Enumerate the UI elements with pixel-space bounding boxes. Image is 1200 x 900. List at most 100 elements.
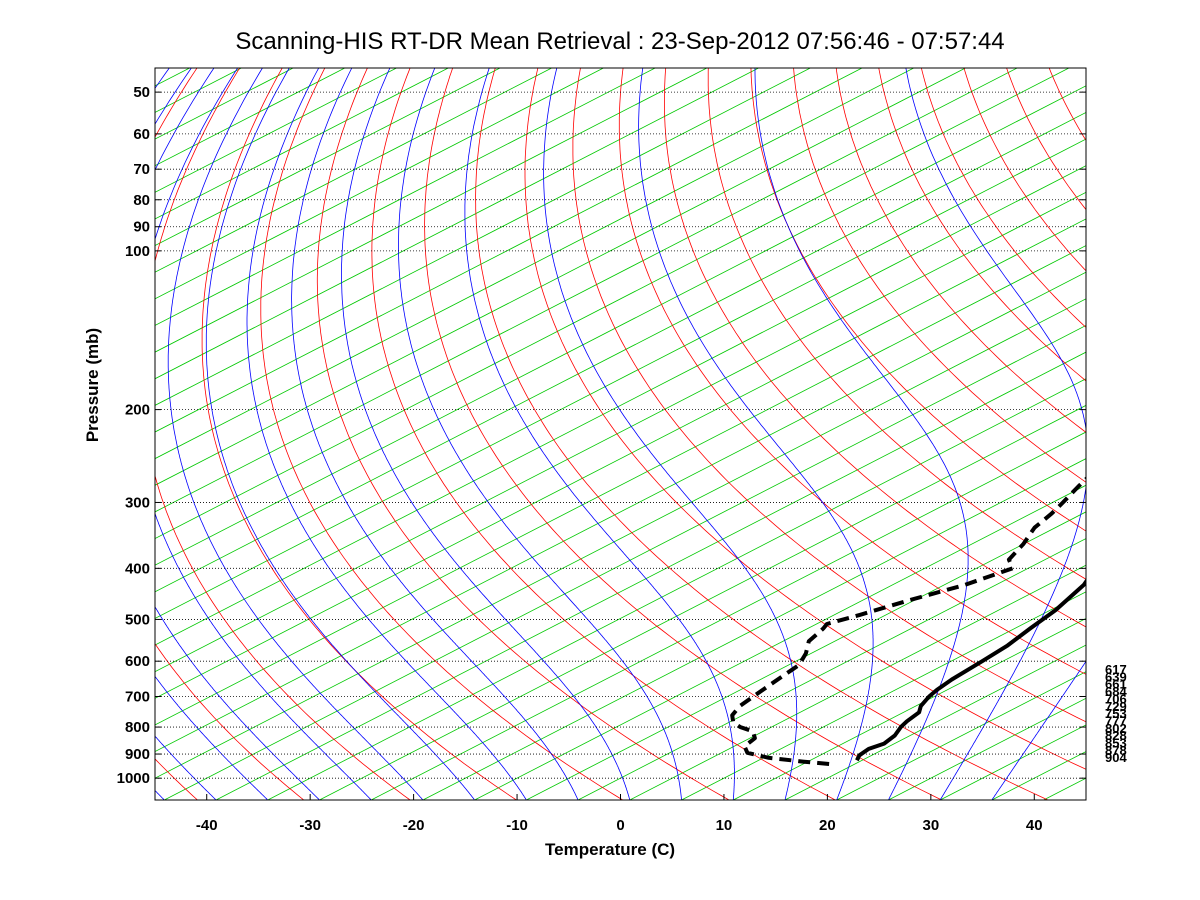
y-tick-label: 200 — [125, 402, 150, 419]
isotherm-line — [215, 351, 1086, 800]
moist-adiabat-line — [167, 68, 424, 800]
isotherm-line — [155, 245, 1086, 726]
moist-adiabat-line — [398, 68, 682, 800]
isotherm-line — [155, 68, 1018, 513]
isotherm-line — [155, 68, 966, 486]
x-tick-label: -40 — [196, 817, 218, 834]
isotherm-line — [155, 68, 656, 326]
isotherm-line — [155, 298, 1086, 779]
moist-adiabat-line — [291, 68, 579, 800]
y-tick-label: 600 — [125, 653, 150, 670]
level-label: 684 — [1105, 684, 1127, 699]
level-label: 753 — [1105, 706, 1127, 721]
dry-adiabat-line — [664, 68, 1086, 628]
isotherm-line — [155, 68, 552, 273]
level-label: 617 — [1105, 662, 1127, 677]
dry-adiabat-line — [424, 68, 942, 800]
isotherm-line — [155, 191, 1086, 673]
y-tick-label: 800 — [125, 719, 150, 736]
dry-adiabat-line — [155, 68, 411, 800]
x-tick-label: -10 — [506, 817, 528, 834]
x-tick-label: 40 — [1026, 817, 1043, 834]
dry-adiabat-line — [316, 68, 730, 800]
x-tick-label: -20 — [403, 817, 425, 834]
isotherm-line — [155, 68, 604, 300]
temperature-profile-line — [855, 578, 1086, 762]
dry-adiabat-line — [475, 68, 1049, 800]
level-label: 729 — [1105, 699, 1127, 714]
isotherm-line — [155, 85, 1086, 566]
background-lines — [0, 67, 1200, 800]
dry-adiabat-line — [155, 758, 198, 800]
dry-adiabat-line — [201, 68, 517, 800]
x-tick-label: 30 — [922, 817, 939, 834]
y-tick-label: 300 — [125, 494, 150, 511]
moist-adiabat-line — [155, 68, 217, 800]
y-tick-label: 100 — [125, 243, 150, 260]
level-label: 661 — [1105, 677, 1127, 692]
isotherm-line — [155, 68, 449, 220]
y-axis-label: Pressure (mb) — [83, 327, 102, 443]
isotherm-line — [155, 68, 759, 380]
pressure-grid — [155, 91, 1086, 779]
dewpoint-profile-line — [730, 476, 1086, 766]
isotherm-line — [836, 671, 1086, 800]
dry-adiabat-line — [1134, 67, 1200, 800]
isotherm-line — [267, 378, 1086, 800]
y-tick-label: 80 — [133, 192, 150, 209]
profile-lines — [730, 476, 1086, 766]
isotherm-line — [155, 68, 242, 113]
isotherm-line — [733, 617, 1086, 800]
moist-adiabat-line — [155, 68, 372, 800]
chart-title: Scanning-HIS RT-DR Mean Retrieval : 23-S… — [235, 28, 1005, 55]
isotherm-line — [577, 538, 1086, 800]
isotherm-line — [155, 68, 397, 193]
isotherm-line — [526, 511, 1086, 800]
isotherm-line — [422, 458, 1086, 800]
dry-adiabat-line — [707, 68, 1086, 580]
dry-adiabat-line — [963, 68, 1086, 272]
dry-adiabat-line — [524, 68, 1086, 770]
isotherm-line — [155, 68, 914, 460]
level-label: 828 — [1105, 728, 1127, 743]
y-tick-label: 500 — [125, 611, 150, 628]
isotherm-line — [474, 484, 1086, 800]
isotherm-line — [155, 112, 1086, 593]
isotherm-line — [0, 68, 138, 800]
dry-adiabat-line — [260, 68, 623, 800]
isotherm-line — [155, 68, 863, 433]
isotherm-line — [155, 68, 345, 167]
x-tick-label: 10 — [716, 817, 733, 834]
y-tick-label: 50 — [133, 84, 150, 101]
moist-adiabat-line — [464, 68, 735, 800]
moist-adiabat-line — [991, 660, 1086, 800]
isotherm-line — [155, 68, 708, 353]
isotherm-line — [0, 68, 34, 800]
dry-adiabat-line — [920, 68, 1086, 328]
x-tick-label: -30 — [299, 817, 321, 834]
level-label: 706 — [1105, 691, 1127, 706]
dry-adiabat-line — [878, 68, 1086, 382]
dry-adiabat-line — [750, 68, 1086, 532]
level-label: 878 — [1105, 743, 1127, 758]
moist-adiabat-line — [155, 68, 269, 800]
dry-adiabat-line — [618, 68, 1086, 675]
moist-adiabat-line — [246, 68, 527, 800]
level-label: 777 — [1105, 713, 1127, 728]
y-tick-label: 900 — [125, 746, 150, 763]
isotherm-line — [155, 165, 1086, 646]
level-label: 904 — [1105, 750, 1127, 765]
y-tick-label: 1000 — [117, 770, 150, 787]
dry-adiabat-line — [793, 68, 1086, 483]
isotherm-line — [1147, 68, 1200, 800]
x-axis-label: Temperature (C) — [545, 840, 676, 859]
isotherm-line — [784, 644, 1086, 800]
moist-adiabat-line — [205, 68, 475, 800]
level-label: 639 — [1105, 669, 1127, 684]
x-tick-label: 20 — [819, 817, 836, 834]
dry-adiabat-line — [1177, 67, 1200, 800]
isotherm-line — [155, 68, 811, 406]
isotherm-line — [164, 325, 1086, 800]
